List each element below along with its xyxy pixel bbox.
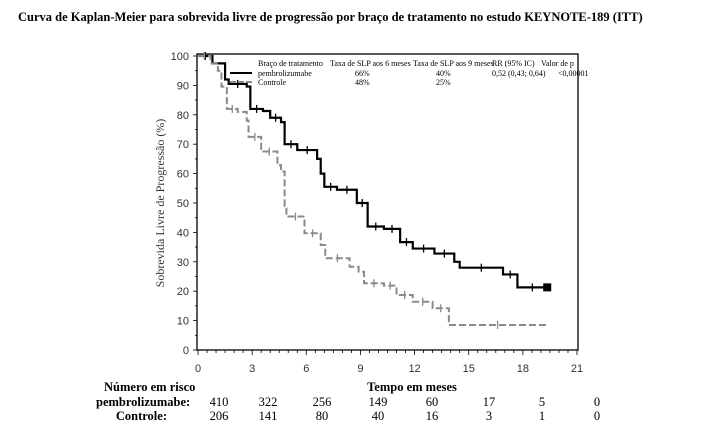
y-tick-label: 70 [177,139,189,151]
y-tick-label: 90 [177,80,189,92]
x-tick-label: 3 [249,363,255,375]
legend-rate9: 40% [436,69,451,78]
y-tick-label: 100 [171,51,189,63]
legend-rate9: 25% [436,78,451,87]
x-tick-label: 0 [195,363,201,375]
legend-header: Taxa de SLP aos 6 meses [330,59,411,68]
y-tick-label: 50 [177,198,189,210]
series-line-pembrolizumabe [198,54,548,289]
at-risk-value: 17 [482,395,496,409]
x-tick-label: 12 [408,363,420,375]
at-risk-heading: Número em risco [104,380,196,394]
at-risk-value: 5 [538,395,546,409]
at-risk-value: 206 [209,409,229,423]
y-tick-label: 40 [177,227,189,239]
y-tick-label: 30 [177,257,189,269]
at-risk-value: 0 [593,409,601,423]
at-risk-value: 0 [593,395,601,409]
at-risk-value: 3 [485,409,493,423]
legend-rate6: 66% [355,69,370,78]
legend-header: RR (95% IC) [492,59,535,68]
y-tick-label: 0 [183,345,189,357]
at-risk-value: 60 [425,395,439,409]
x-axis-label: Tempo em meses [367,380,457,394]
at-risk-value: 256 [312,395,332,409]
at-risk-value: 80 [315,409,329,423]
at-risk-label: pembrolizumabe: [96,395,191,409]
chart-title: Curva de Kaplan-Meier para sobrevida liv… [18,10,643,24]
at-risk-value: 16 [425,409,439,423]
y-tick-label: 10 [177,316,189,328]
x-tick-label: 9 [357,363,363,375]
at-risk-value: 1 [538,409,546,423]
legend-p: <0,00001 [558,69,589,78]
at-risk-label: Controle: [115,409,167,423]
legend-label: Controle [258,78,286,87]
series-line-controle [198,55,547,327]
at-risk-value: 141 [258,409,278,423]
x-tick-label: 18 [517,363,529,375]
legend-header: Taxa de SLP aos 9 meses [413,59,494,68]
y-tick-label: 80 [177,110,189,122]
y-axis-label: Sobrevida Livre de Progressão (%) [153,119,167,288]
legend-header: Valor de p [541,59,574,68]
plot-frame [196,53,579,351]
x-tick-label: 21 [571,363,583,375]
legend-header: Braço de tratamento [258,59,323,68]
censor-mark [543,283,552,292]
at-risk-value: 322 [258,395,278,409]
legend-label: pembrolizumabe [258,69,312,78]
at-risk-value: 149 [368,395,388,409]
y-tick-label: 20 [177,286,189,298]
x-tick-label: 6 [303,363,309,375]
at-risk-value: 40 [371,409,385,423]
legend-rate6: 48% [355,78,370,87]
y-tick-label: 60 [177,169,189,181]
at-risk-value: 410 [209,395,229,409]
x-tick-label: 15 [463,363,475,375]
legend-hr: 0,52 (0,43; 0,64) [492,69,546,78]
